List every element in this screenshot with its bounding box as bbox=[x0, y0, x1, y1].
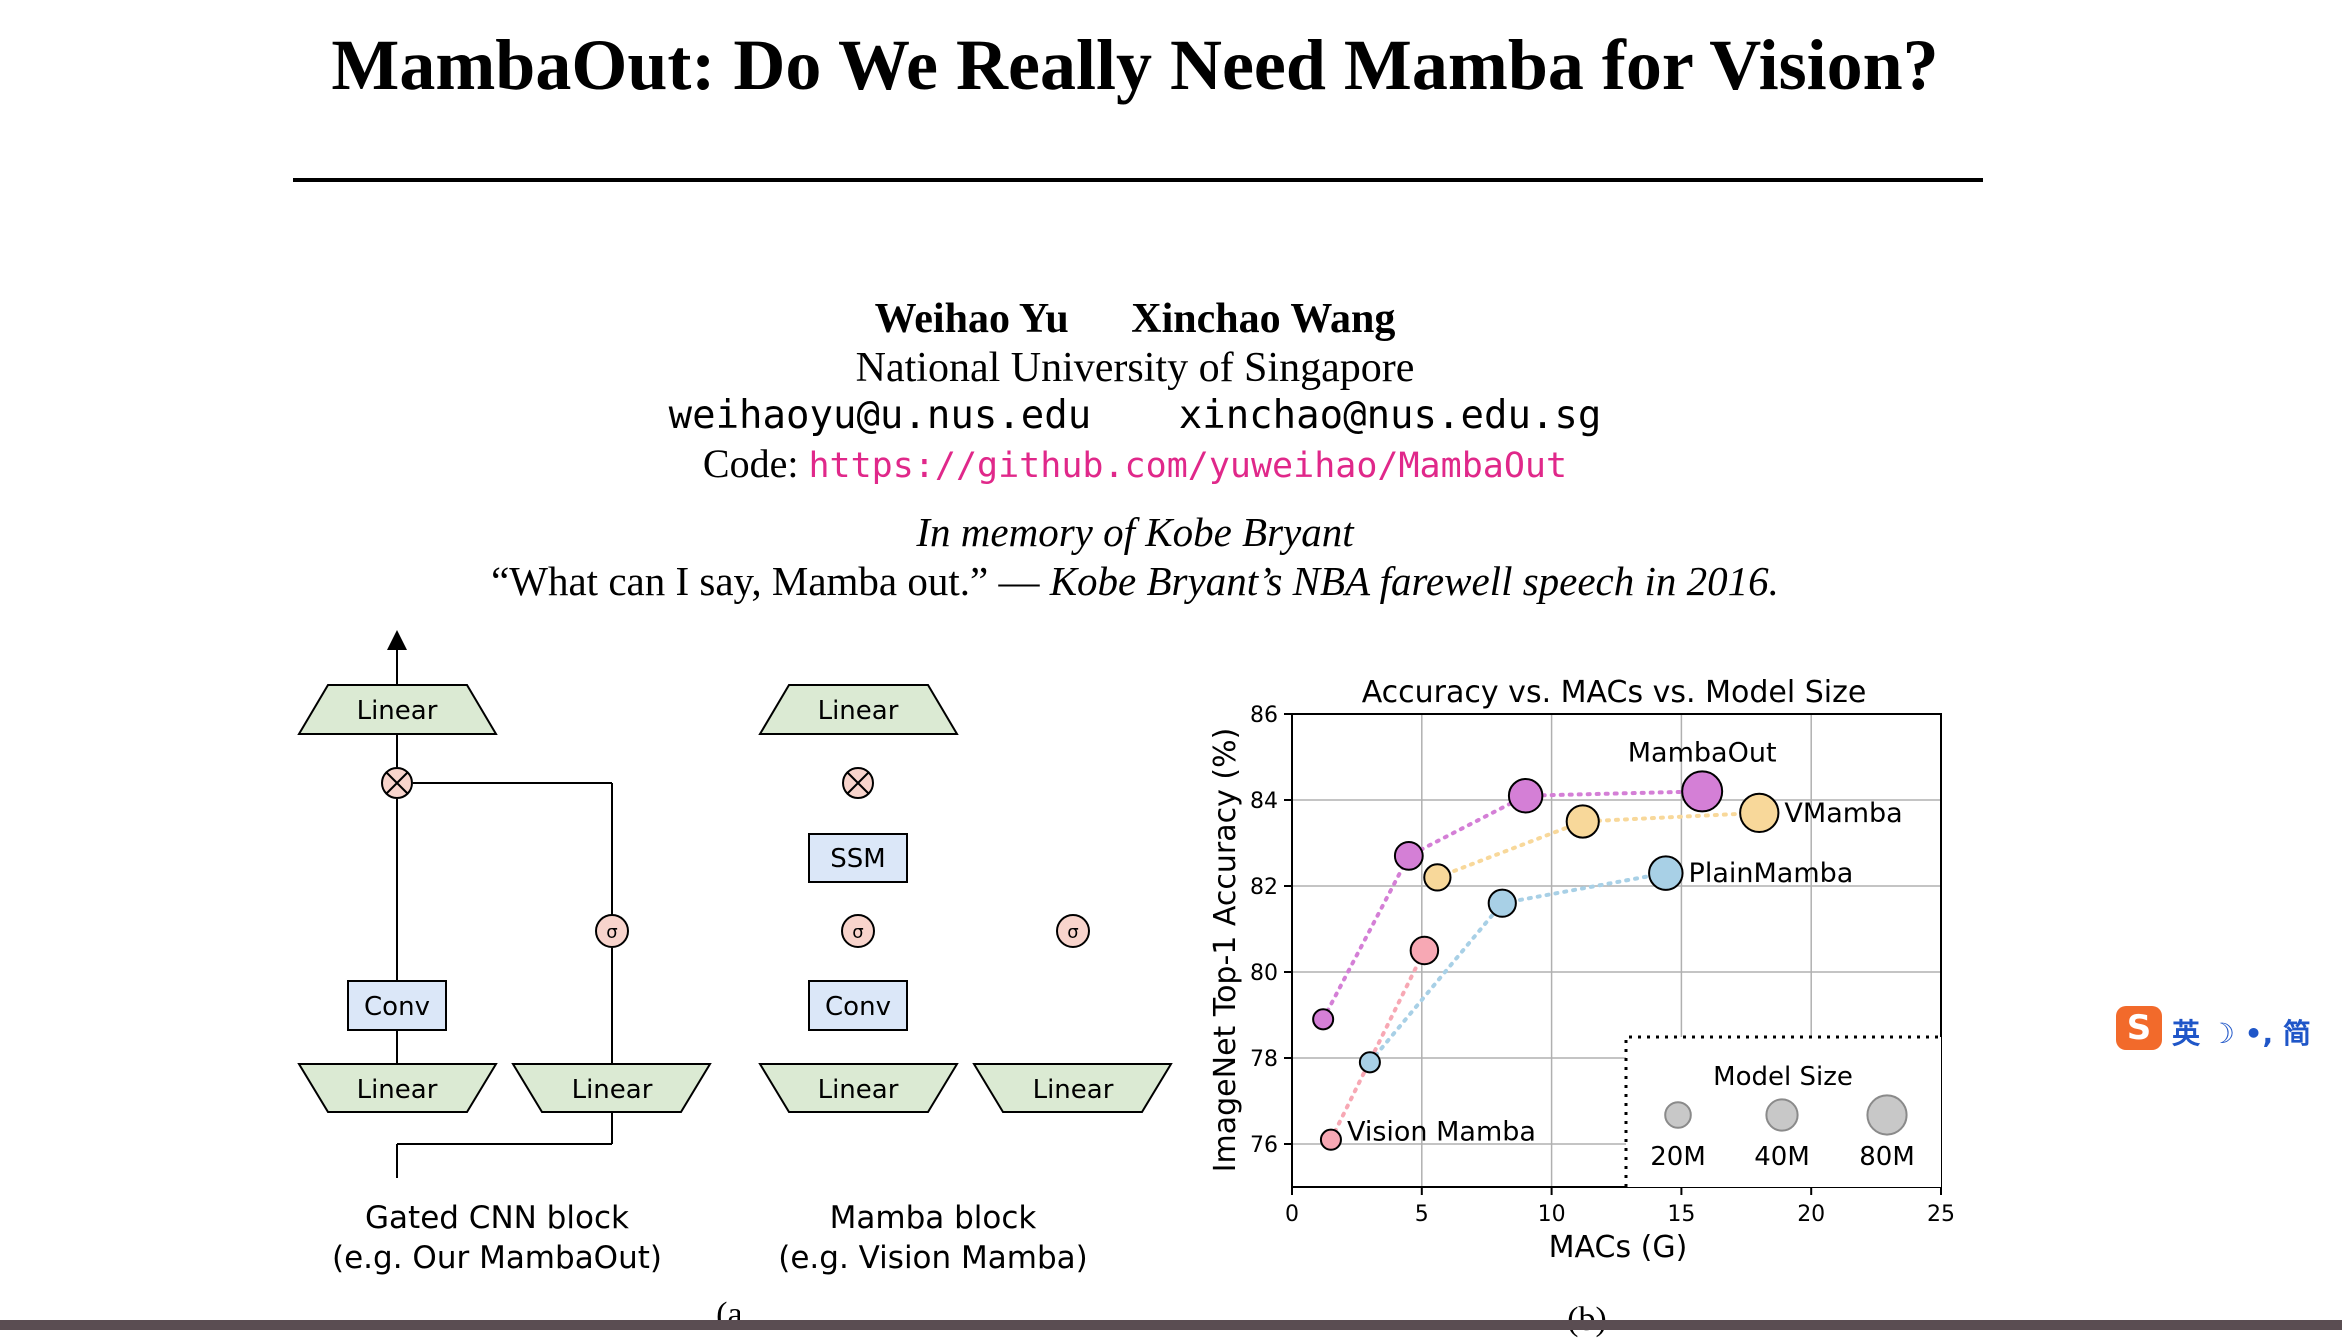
mamba-sigma-right-node bbox=[1056, 914, 1090, 948]
data-point bbox=[1393, 841, 1424, 871]
quote-text: “What can I say, Mamba out.” — bbox=[491, 558, 1040, 604]
accuracy-chart: Accuracy vs. MACs vs. Model Size MambaOu… bbox=[1208, 675, 1955, 1338]
x-tick-label: 25 bbox=[1927, 1202, 1955, 1227]
figure-a-diagram: Linear Conv σ Linear Linear Gated CNN bl… bbox=[297, 630, 740, 1330]
data-point bbox=[1648, 855, 1684, 891]
x-axis-label: MACs (G) bbox=[1549, 1230, 1688, 1265]
mamba-ssm-box bbox=[808, 833, 908, 883]
size-legend-marker bbox=[1765, 1098, 1799, 1132]
gated-sigma-label: σ bbox=[606, 922, 617, 943]
y-tick-label: 78 bbox=[1250, 1047, 1278, 1072]
series-label: Vision Mamba bbox=[1347, 1117, 1536, 1148]
mamba-linear-right bbox=[972, 1063, 1173, 1113]
mamba-linear-left bbox=[758, 1063, 959, 1113]
email-1[interactable]: weihaoyu@u.nus.edu bbox=[668, 393, 1092, 438]
x-tick-label: 20 bbox=[1797, 1202, 1825, 1227]
gated-conv-label: Conv bbox=[364, 992, 430, 1022]
quote-source: Kobe Bryant’s NBA farewell speech in 201… bbox=[1049, 558, 1779, 604]
series-line bbox=[1321, 789, 1705, 1022]
data-point bbox=[1312, 1008, 1335, 1031]
y-tick-label: 82 bbox=[1250, 875, 1278, 900]
mamba-sigma-left-label: σ bbox=[852, 922, 863, 943]
ime-logo-icon[interactable]: S bbox=[2116, 1006, 2162, 1050]
series-label: VMamba bbox=[1784, 798, 1902, 829]
ime-toolbar[interactable]: S 英 ☽ •, 简 bbox=[2116, 1006, 2342, 1050]
mamba-linear-top-label: Linear bbox=[818, 696, 899, 726]
data-point bbox=[1739, 792, 1780, 834]
x-tick-label: 5 bbox=[1415, 1202, 1429, 1227]
plot-frame bbox=[1291, 713, 1942, 1188]
data-point bbox=[1409, 935, 1440, 966]
mamba-linear-right-label: Linear bbox=[1033, 1075, 1114, 1105]
mamba-sigma-left-node bbox=[841, 914, 875, 948]
series-label: MambaOut bbox=[1628, 737, 1777, 768]
gated-caption-1: Gated CNN block bbox=[365, 1200, 629, 1236]
code-link[interactable]: https://github.com/yuweihao/MambaOut bbox=[808, 446, 1568, 486]
y-tick-label: 80 bbox=[1250, 961, 1278, 986]
size-legend-marker bbox=[1664, 1101, 1692, 1129]
data-point bbox=[1358, 1051, 1381, 1074]
gated-conv-box bbox=[347, 980, 447, 1031]
size-legend-marker bbox=[1866, 1094, 1908, 1136]
mamba-conv-box bbox=[808, 980, 908, 1031]
gated-caption-2: (e.g. Our MambaOut) bbox=[332, 1240, 662, 1276]
x-tick-label: 0 bbox=[1285, 1202, 1299, 1227]
mamba-linear-top bbox=[758, 684, 959, 735]
gated-linear-left bbox=[297, 1063, 498, 1113]
ime-status-text[interactable]: 英 ☽ •, 简 bbox=[2172, 1017, 2311, 1050]
size-legend-label: 80M bbox=[1859, 1142, 1915, 1172]
gated-linear-right-label: Linear bbox=[572, 1075, 653, 1105]
mamba-caption-1: Mamba block bbox=[830, 1200, 1037, 1236]
data-point bbox=[1681, 770, 1724, 813]
mamba-linear-left-label: Linear bbox=[818, 1075, 899, 1105]
window-bottom-bar bbox=[0, 1320, 2342, 1330]
code-label: Code: bbox=[702, 441, 799, 486]
series-label: PlainMamba bbox=[1689, 858, 1854, 889]
figure-a-mamba-diagram: Linear SSM σ Conv σ Linear Linear Mamba … bbox=[758, 684, 1173, 1276]
mamba-conv-label: Conv bbox=[825, 992, 891, 1022]
gated-linear-top bbox=[297, 684, 498, 735]
gated-linear-left-label: Linear bbox=[357, 1075, 438, 1105]
x-tick-label: 10 bbox=[1538, 1202, 1566, 1227]
mamba-sigma-right-label: σ bbox=[1067, 922, 1078, 943]
data-point bbox=[1487, 888, 1517, 918]
y-tick-label: 86 bbox=[1250, 703, 1278, 728]
size-legend-label: 40M bbox=[1754, 1142, 1810, 1172]
email-2[interactable]: xinchao@nus.edu.sg bbox=[1178, 393, 1602, 438]
y-tick-label: 84 bbox=[1250, 789, 1278, 814]
author-2: Xinchao Wang bbox=[1131, 296, 1396, 342]
author-1: Weihao Yu bbox=[874, 296, 1069, 342]
size-legend: Model Size 20M 40M 80M bbox=[1624, 1035, 1941, 1187]
mamba-caption-2: (e.g. Vision Mamba) bbox=[778, 1240, 1088, 1276]
gated-linear-top-label: Linear bbox=[357, 696, 438, 726]
quote-line: “What can I say, Mamba out.” — Kobe Brya… bbox=[0, 557, 2270, 605]
emails: weihaoyu@u.nus.edu xinchao@nus.edu.sg bbox=[0, 393, 2270, 438]
y-axis-label: ImageNet Top-1 Accuracy (%) bbox=[1208, 728, 1243, 1173]
title-rule bbox=[293, 178, 1983, 182]
data-point bbox=[1319, 1128, 1342, 1151]
data-point bbox=[1565, 804, 1600, 839]
x-tick-label: 15 bbox=[1667, 1202, 1695, 1227]
paper-title: MambaOut: Do We Really Need Mamba for Vi… bbox=[331, 25, 1939, 105]
series-line bbox=[1328, 948, 1427, 1142]
code-line: Code: https://github.com/yuweihao/MambaO… bbox=[0, 440, 2270, 487]
gated-sigma-node bbox=[595, 914, 629, 948]
y-tick-label: 76 bbox=[1250, 1133, 1278, 1158]
data-point bbox=[1507, 777, 1544, 814]
data-point bbox=[1423, 863, 1452, 892]
authors: Weihao Yu Xinchao Wang bbox=[0, 295, 2270, 343]
size-legend-label: 20M bbox=[1650, 1142, 1706, 1172]
memory-line: In memory of Kobe Bryant bbox=[916, 509, 1354, 555]
mamba-ssm-label: SSM bbox=[830, 844, 885, 874]
size-legend-title: Model Size bbox=[1713, 1062, 1853, 1092]
gated-linear-right bbox=[511, 1063, 712, 1113]
affiliation: National University of Singapore bbox=[855, 345, 1415, 391]
chart-title: Accuracy vs. MACs vs. Model Size bbox=[1362, 675, 1867, 710]
